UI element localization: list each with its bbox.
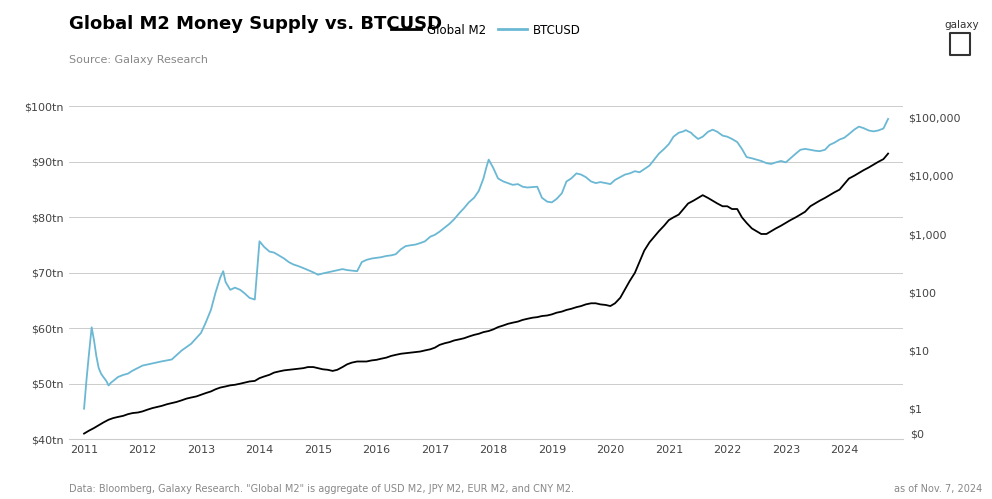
Text: Data: Bloomberg, Galaxy Research. "Global M2" is aggregate of USD M2, JPY M2, EU: Data: Bloomberg, Galaxy Research. "Globa… [69, 484, 574, 494]
Bar [950, 33, 969, 55]
Text: Source: Galaxy Research: Source: Galaxy Research [69, 55, 208, 65]
Legend: Global M2, BTCUSD: Global M2, BTCUSD [387, 19, 585, 41]
Text: galaxy: galaxy [944, 20, 979, 30]
Text: Global M2 Money Supply vs. BTCUSD: Global M2 Money Supply vs. BTCUSD [69, 15, 442, 33]
Text: $0: $0 [910, 429, 924, 439]
Text: as of Nov. 7, 2024: as of Nov. 7, 2024 [894, 484, 982, 494]
